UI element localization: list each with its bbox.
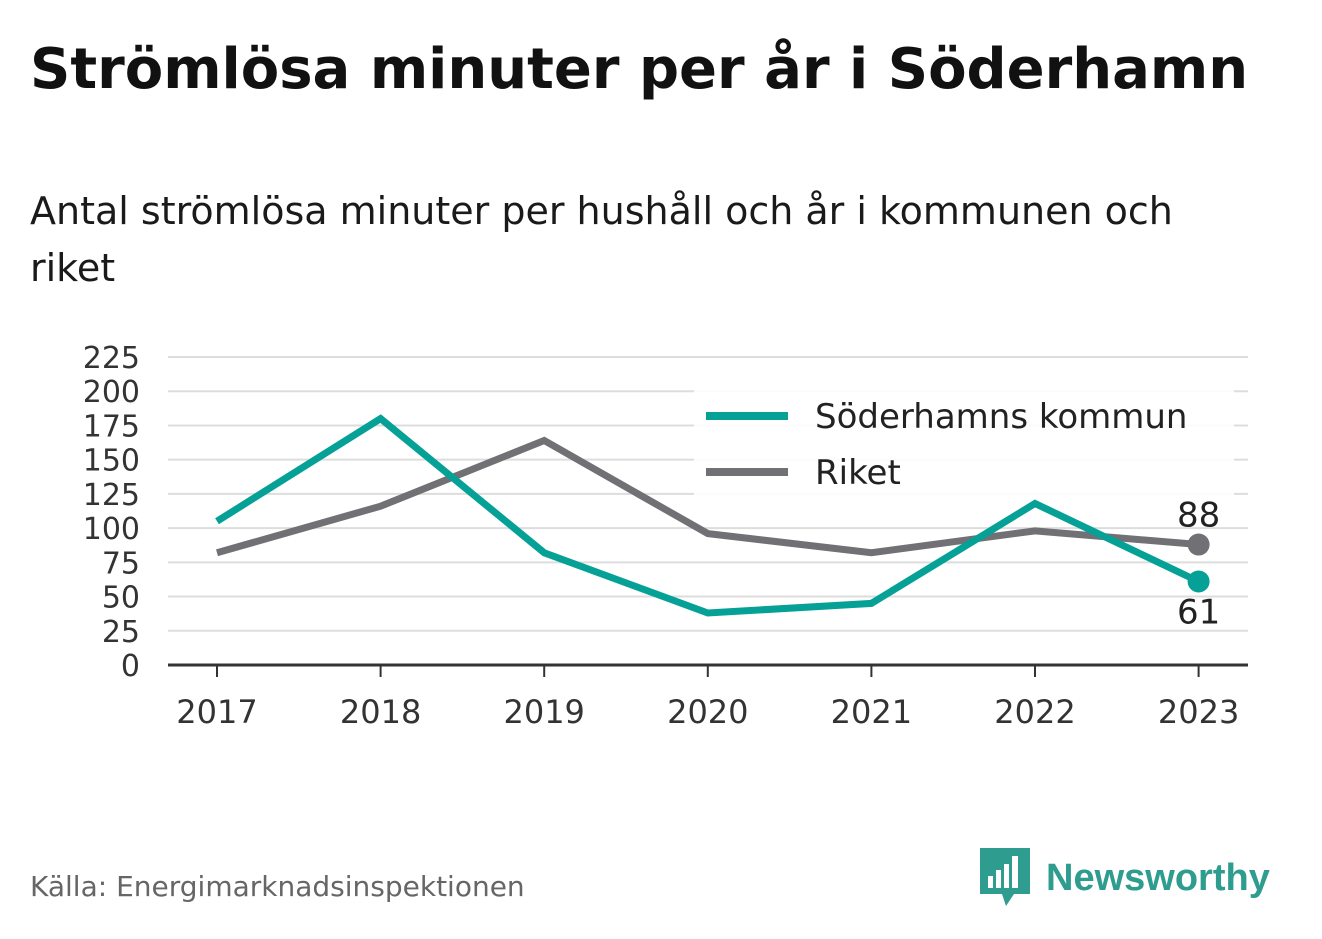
legend-label: Söderhamns kommun	[815, 397, 1187, 437]
end-label-riket: 88	[1177, 496, 1220, 536]
data-point	[1187, 533, 1210, 556]
x-tick-label: 2018	[340, 693, 421, 731]
x-axis-ticks: 2017 2018 2019 2020 2021 2022 2023	[176, 665, 1239, 731]
x-tick-label: 2022	[994, 693, 1075, 731]
y-tick-label: 200	[83, 375, 140, 410]
data-point	[1187, 570, 1210, 593]
brand-logo: Newsworthy	[980, 848, 1270, 908]
y-tick-label: 225	[83, 341, 140, 376]
end-label-soderhamn: 61	[1177, 592, 1220, 632]
x-tick-label: 2023	[1158, 693, 1239, 731]
brand-name: Newsworthy	[1046, 856, 1270, 899]
chart-subtitle: Antal strömlösa minuter per hushåll och …	[30, 189, 1173, 290]
y-tick-label: 100	[83, 512, 140, 547]
newsworthy-logo-icon	[980, 848, 1030, 906]
y-tick-label: 25	[102, 615, 140, 650]
series-lines	[215, 414, 1210, 617]
y-tick-label: 0	[121, 649, 140, 684]
x-tick-label: 2017	[176, 693, 257, 731]
y-tick-label: 150	[83, 444, 140, 479]
x-tick-label: 2019	[503, 693, 584, 731]
legend-label: Riket	[815, 453, 901, 493]
y-tick-label: 75	[102, 546, 140, 581]
x-tick-label: 2020	[667, 693, 748, 731]
y-tick-label: 125	[83, 478, 140, 513]
end-labels: 88 61	[1177, 496, 1220, 633]
source-note: Källa: Energimarknadsinspektionen	[30, 870, 525, 903]
x-tick-label: 2021	[831, 693, 912, 731]
chart-title: Strömlösa minuter per år i Söderhamn	[30, 37, 1249, 102]
legend-background	[694, 384, 1234, 496]
legend: Söderhamns kommun Riket	[694, 384, 1234, 496]
y-tick-label: 50	[102, 581, 140, 616]
y-tick-label: 175	[83, 409, 140, 444]
